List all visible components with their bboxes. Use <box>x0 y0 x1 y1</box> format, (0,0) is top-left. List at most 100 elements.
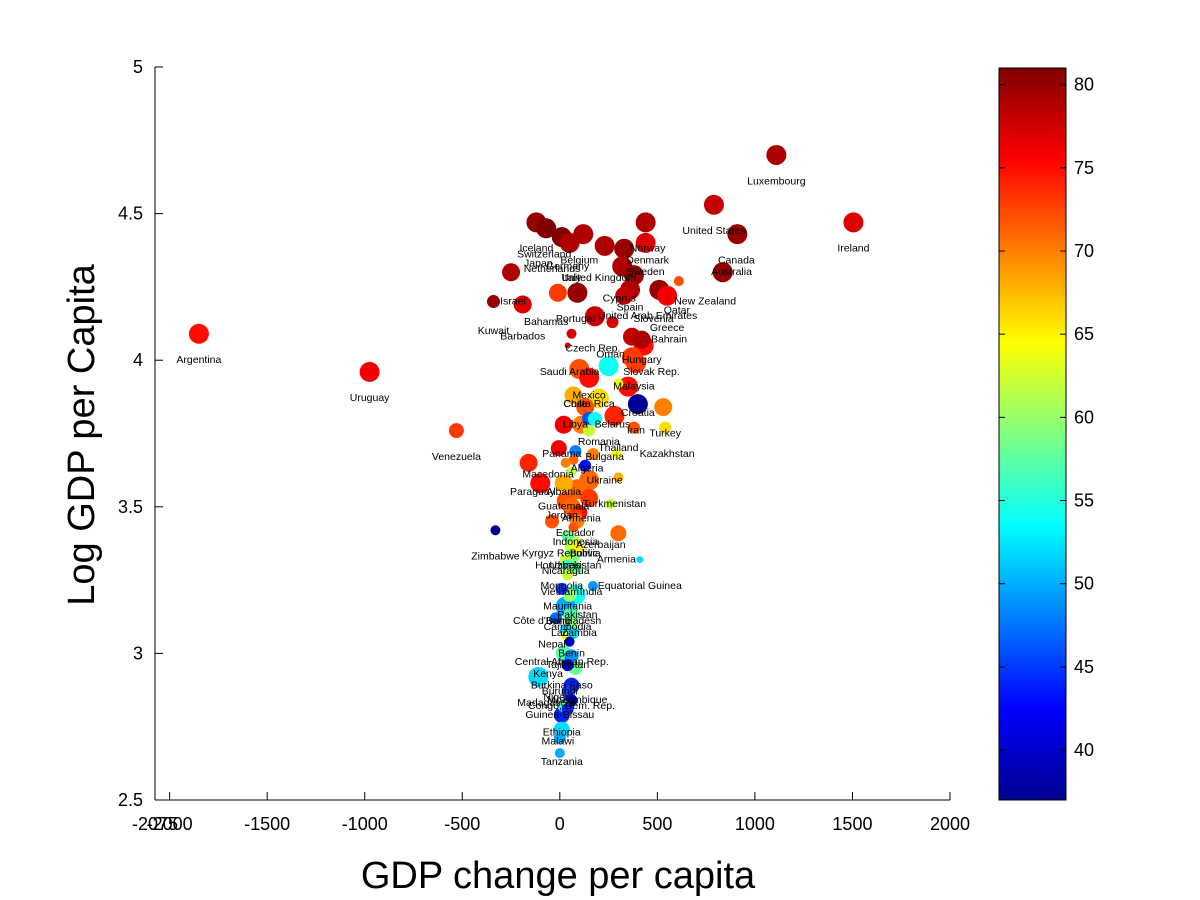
data-point <box>636 556 644 564</box>
data-point <box>673 276 684 287</box>
point-label: Slovenia <box>633 313 673 325</box>
data-point <box>604 405 625 426</box>
data-point <box>618 376 639 397</box>
point-label: Tanzania <box>541 756 583 768</box>
point-label: Albania <box>546 486 581 498</box>
data-point <box>703 194 724 215</box>
colorbar-tick-label: 40 <box>1074 740 1094 760</box>
data-point <box>627 421 640 434</box>
colorbar-tick-label: 65 <box>1074 324 1094 344</box>
data-point <box>567 282 588 303</box>
x-axis-title: GDP change per capita <box>361 855 756 897</box>
data-point <box>576 398 595 417</box>
data-point <box>727 224 748 245</box>
point-label: Saudi Arabia <box>540 366 600 378</box>
data-point <box>766 144 787 165</box>
x-tick-label: -2000 <box>147 814 193 834</box>
data-point <box>611 449 622 460</box>
point-label: Czech Rep. <box>566 342 621 354</box>
x-tick-label: 0 <box>555 814 565 834</box>
data-point <box>561 530 574 543</box>
data-point <box>627 394 648 415</box>
x-tick-label: 2000 <box>930 814 970 834</box>
point-label: Malaysia <box>613 381 655 393</box>
data-point <box>548 283 567 302</box>
x-tick-label: -1500 <box>244 814 290 834</box>
data-point <box>560 457 571 468</box>
point-label: Qatar <box>664 304 691 316</box>
data-point <box>549 612 562 625</box>
point-label: Burkina Faso <box>531 680 593 692</box>
point-label: Denmark <box>626 254 669 266</box>
point-label: Central African Rep. <box>515 656 609 668</box>
data-point <box>606 316 619 329</box>
point-label: Ethiopia <box>543 726 581 738</box>
data-point <box>569 445 582 458</box>
data-point <box>448 423 464 439</box>
point-label: Honduras <box>535 559 581 571</box>
data-point <box>561 568 574 581</box>
y-tick-label: 4.5 <box>118 204 143 224</box>
data-point <box>579 459 592 472</box>
point-label: Cambodia <box>544 621 592 633</box>
colorbar-tick-label: 80 <box>1074 75 1094 95</box>
data-point <box>605 498 616 509</box>
data-point <box>635 212 656 233</box>
data-point <box>843 212 864 233</box>
point-label: Japan <box>524 257 553 269</box>
data-point <box>625 353 646 374</box>
point-label: Madagascar <box>517 697 575 709</box>
data-point <box>564 636 575 647</box>
point-label: Thailand <box>598 442 638 454</box>
point-label: Zimbabwe <box>471 551 520 563</box>
data-point <box>659 421 672 434</box>
point-label: Venezuela <box>432 451 481 463</box>
point-label: Malawi <box>542 735 575 747</box>
data-point <box>584 306 605 327</box>
colorbar-tick-label: 70 <box>1074 241 1094 261</box>
point-label: Barbados <box>500 331 545 343</box>
point-label: Hungary <box>622 354 662 366</box>
data-point <box>545 514 560 529</box>
data-point <box>586 448 599 461</box>
data-point <box>554 748 565 759</box>
point-label: Luxembourg <box>747 175 806 187</box>
point-label: Benin <box>558 647 585 659</box>
point-label: Italy <box>562 272 582 284</box>
point-label: Pakistan <box>557 609 597 621</box>
point-label: Costa Rica <box>563 398 615 410</box>
data-point <box>490 525 501 536</box>
data-point <box>594 235 615 256</box>
point-label: Mauritania <box>543 600 592 612</box>
point-label: Chile <box>563 398 587 410</box>
point-label: Iceland <box>519 243 553 255</box>
point-label: Equatorial Guinea <box>598 580 682 592</box>
data-point <box>615 286 634 305</box>
data-point <box>610 525 627 542</box>
x-tick-label: 1500 <box>832 814 872 834</box>
colorbar-tick-label: 50 <box>1074 574 1094 594</box>
point-label: Belgium <box>560 254 598 266</box>
x-tick-label: -500 <box>444 814 480 834</box>
data-point <box>580 489 599 508</box>
data-points <box>188 144 864 759</box>
point-label: Niger <box>543 691 569 703</box>
data-point <box>587 411 602 426</box>
point-label: Libya <box>563 419 588 431</box>
x-tick-label: -1000 <box>342 814 388 834</box>
data-point <box>486 295 500 309</box>
data-point <box>554 474 573 493</box>
point-label: United Kingdom <box>561 272 636 284</box>
point-label: Algeria <box>571 463 604 475</box>
point-label: Nicaragua <box>542 565 590 577</box>
point-label: Bahamas <box>524 316 568 328</box>
point-label: Argentina <box>176 354 221 366</box>
point-label: Bangladesh <box>546 615 602 627</box>
point-label: Mexico <box>572 389 605 401</box>
colorbar-tick-label: 75 <box>1074 158 1094 178</box>
point-label: India <box>580 586 603 598</box>
colorbar: 40 45 50 55 60 65 70 75 80 <box>998 67 1094 801</box>
point-label: Belarus <box>595 419 631 431</box>
